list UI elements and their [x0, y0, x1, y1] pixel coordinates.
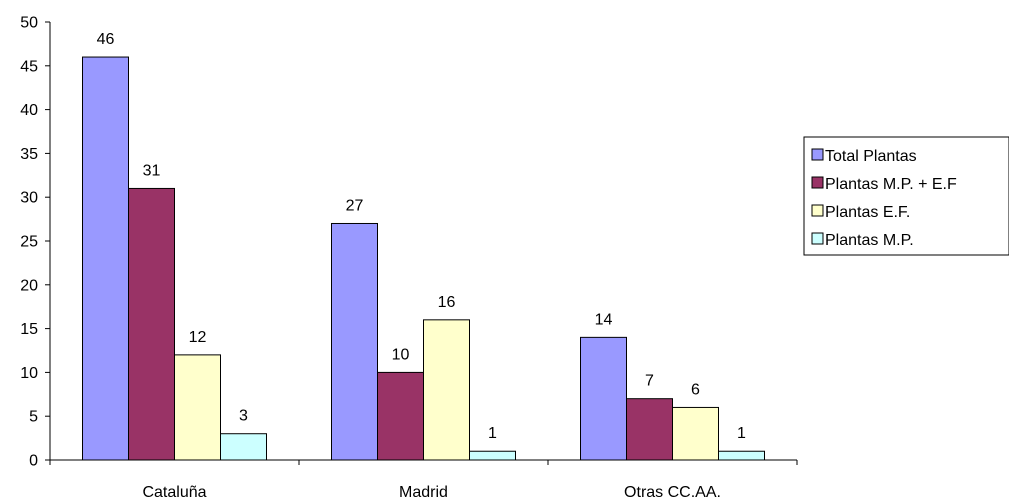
data-label: 7: [645, 373, 654, 390]
y-tick-label: 50: [20, 15, 38, 32]
data-label: 27: [346, 197, 364, 214]
legend-label: Plantas M.P. + E.F: [825, 176, 957, 193]
legend-swatch: [811, 148, 824, 161]
legend-label: Plantas M.P.: [825, 232, 914, 249]
bar: [174, 354, 221, 461]
data-label: 1: [488, 425, 497, 442]
bar: [423, 319, 470, 461]
data-label: 31: [143, 162, 161, 179]
data-label: 6: [691, 381, 700, 398]
x-tick-label: Cataluña: [142, 484, 206, 500]
legend: Total Plantas Plantas M.P. + E.F Plantas E…: [803, 136, 1009, 256]
legend-swatch: [811, 176, 824, 189]
y-tick-label: 30: [20, 190, 38, 207]
bar: [469, 450, 516, 461]
legend-box: [803, 136, 1009, 256]
data-label: 12: [189, 329, 207, 346]
y-tick-label: 10: [20, 365, 38, 382]
y-tick-label: 0: [29, 453, 38, 470]
y-tick-label: 5: [29, 409, 38, 426]
x-axis: Cataluña Madrid Otras CC.AA.: [49, 459, 798, 500]
data-label: 1: [737, 425, 746, 442]
bar: [377, 371, 424, 461]
y-tick-label: 35: [20, 146, 38, 163]
data-label: 10: [392, 346, 410, 363]
x-tick-label: Madrid: [399, 484, 448, 500]
bar: [331, 222, 378, 461]
bar: [580, 336, 627, 461]
y-tick-label: 45: [20, 58, 38, 75]
data-label: 3: [239, 408, 248, 425]
y-tick-label: 20: [20, 277, 38, 294]
data-label: 16: [438, 294, 456, 311]
y-tick-label: 25: [20, 234, 38, 251]
y-tick-label: 15: [20, 321, 38, 338]
bar: [672, 406, 719, 461]
data-label: 46: [97, 31, 115, 48]
legend-swatch: [811, 232, 824, 245]
legend-label: Total Plantas: [825, 148, 917, 165]
x-tick-label: Otras CC.AA.: [624, 484, 721, 500]
bar: [82, 56, 129, 461]
bar: [626, 398, 673, 461]
bar: [220, 433, 267, 461]
legend-label: Plantas E.F.: [825, 204, 910, 221]
bars: [82, 56, 765, 461]
bar: [128, 187, 175, 461]
bar: [718, 450, 765, 461]
y-axis: 0 5 10 15 20 25 30 35 40 45 50: [20, 15, 51, 470]
y-tick-label: 40: [20, 102, 38, 119]
data-label: 14: [595, 311, 613, 328]
legend-swatch: [811, 204, 824, 217]
